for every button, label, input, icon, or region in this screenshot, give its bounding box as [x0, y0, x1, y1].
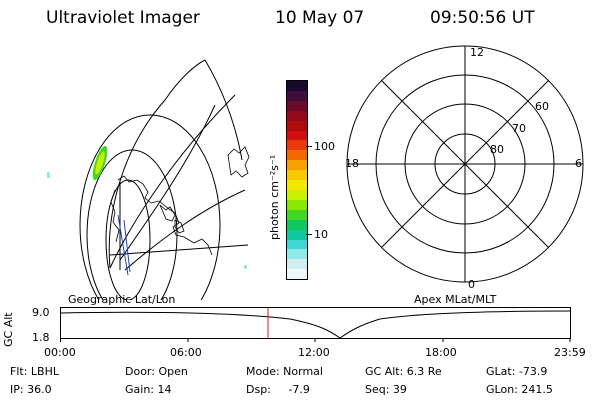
alt-ylabel: GC Alt — [2, 312, 15, 347]
horizon-line — [109, 244, 249, 256]
info-glat: GLat: -73.9 — [486, 365, 548, 378]
mlt-label-0: 0 — [468, 278, 475, 291]
emission-speck-2 — [244, 265, 247, 269]
altitude-curve — [60, 310, 571, 339]
meridian-line-3 — [124, 189, 246, 271]
globe-limb-line — [108, 59, 206, 269]
info-gc-alt: GC Alt: 6.3 Re — [365, 365, 442, 378]
mlat-label-60: 60 — [535, 100, 549, 113]
apex-label: Apex MLat/MLT — [414, 293, 497, 306]
alt-xlabel-1200: 12:00 — [298, 346, 330, 359]
colorbar-tick-100 — [306, 146, 312, 147]
info-mode: Mode: Normal — [246, 365, 323, 378]
colorbar-segment — [287, 189, 307, 200]
colorbar-segment — [287, 180, 307, 190]
alt-xlabel-2359: 23:59 — [554, 346, 586, 359]
alt-ytick-1.8: 1.8 — [32, 331, 50, 344]
polar-diagonal-2 — [381, 80, 549, 248]
mlt-label-12: 12 — [470, 46, 484, 59]
colorbar-segment — [287, 110, 307, 121]
mlt-label-6: 6 — [575, 157, 582, 170]
colorbar-segment — [287, 130, 307, 141]
time-label: 09:50:56 UT — [430, 8, 535, 28]
emission-inner — [95, 151, 105, 175]
coastline-3 — [227, 146, 250, 178]
mlt-label-18: 18 — [345, 157, 359, 170]
coastline-4 — [159, 204, 176, 222]
colorbar-segment — [287, 170, 307, 181]
colorbar-segment — [287, 140, 307, 151]
track-line-2 — [123, 219, 131, 273]
mlat-label-70: 70 — [512, 122, 526, 135]
colorbar-segment — [287, 199, 307, 210]
info-dsp: Dsp: -7.9 — [246, 383, 310, 396]
colorbar-unit-label: photon cm⁻²s⁻¹ — [268, 154, 281, 240]
meridian-line-2 — [119, 104, 216, 261]
coastline-1 — [117, 175, 213, 256]
coastline-2 — [110, 189, 120, 243]
colorbar-segment — [287, 120, 307, 131]
alt-xlabel-0600: 06:00 — [170, 346, 202, 359]
emission-speck-1 — [47, 172, 50, 178]
info-gain: Gain: 14 — [125, 383, 172, 396]
colorbar-segment — [287, 100, 307, 111]
colorbar-segment — [287, 160, 307, 171]
geographic-map — [47, 59, 250, 300]
emission-blob — [47, 145, 247, 269]
geographic-label: Geographic Lat/Lon — [68, 293, 176, 306]
instrument-title: Ultraviolet Imager — [46, 8, 200, 28]
info-door: Door: Open — [125, 365, 188, 378]
mlat-label-80: 80 — [490, 143, 504, 156]
colorbar-label-100: 100 — [314, 140, 335, 153]
track-line-1 — [117, 214, 129, 276]
info-filter: Flt: LBHL — [10, 365, 59, 378]
colorbar-segment — [287, 269, 307, 280]
info-seq: Seq: 39 — [365, 383, 407, 396]
latitude-circle-3 — [79, 114, 221, 300]
globe-limb-right — [204, 59, 243, 161]
alt-xlabel-0000: 00:00 — [44, 346, 76, 359]
polar-map: 12 0 18 6 60 70 80 — [345, 45, 584, 291]
alt-ytick-9: 9.0 — [32, 306, 50, 319]
colorbar — [286, 80, 308, 280]
info-ip: IP: 36.0 — [10, 383, 52, 396]
altitude-plot — [60, 307, 571, 342]
colorbar-segment — [287, 239, 307, 250]
colorbar-segment — [287, 90, 307, 101]
colorbar-segment — [287, 219, 307, 230]
coastline-5 — [174, 219, 185, 234]
alt-xlabel-1800: 18:00 — [425, 346, 457, 359]
date-label: 10 May 07 — [275, 8, 365, 28]
colorbar-segment — [287, 259, 307, 270]
colorbar-segment — [287, 209, 307, 220]
colorbar-tick-10 — [306, 234, 312, 235]
satellite-track — [117, 214, 131, 276]
colorbar-segment — [287, 81, 307, 91]
colorbar-segment — [287, 229, 307, 240]
info-glon: GLon: 241.5 — [486, 383, 553, 396]
latitude-circle-1 — [105, 179, 151, 300]
colorbar-segment — [287, 249, 307, 260]
coastline-group — [110, 146, 250, 256]
colorbar-segment — [287, 150, 307, 161]
colorbar-label-10: 10 — [314, 228, 328, 241]
